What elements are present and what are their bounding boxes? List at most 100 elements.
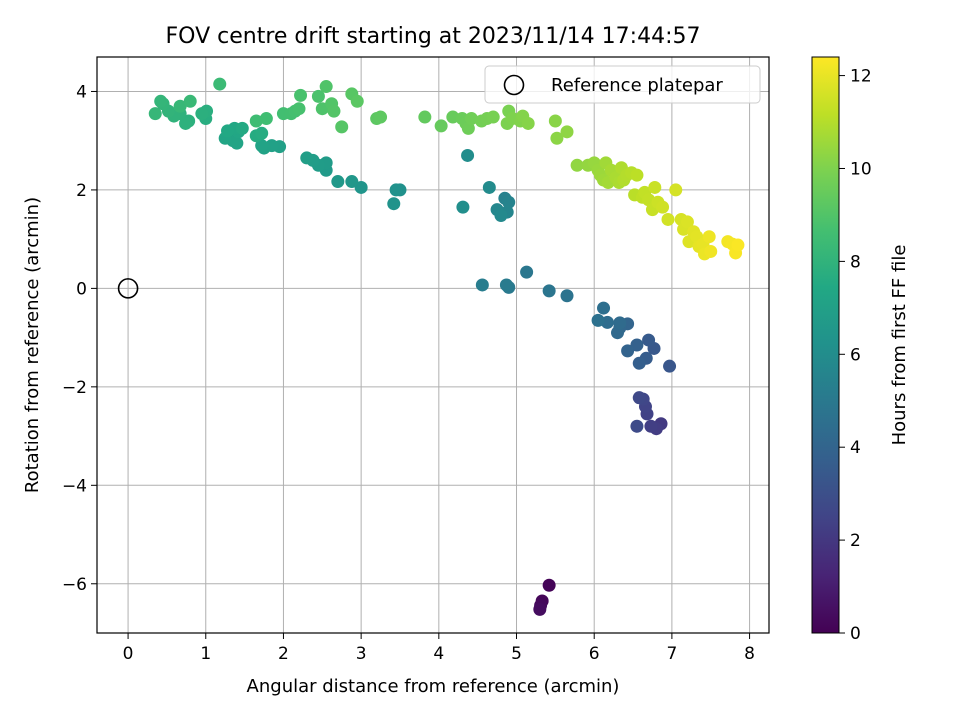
scatter-point bbox=[520, 265, 534, 279]
scatter-point bbox=[632, 356, 646, 370]
y-axis-label: Rotation from reference (arcmin) bbox=[22, 197, 43, 493]
scatter-point bbox=[502, 195, 516, 209]
scatter-point bbox=[542, 284, 556, 298]
scatter-point bbox=[148, 107, 162, 121]
scatter-point bbox=[255, 126, 269, 140]
scatter-point bbox=[597, 301, 611, 315]
scatter-point bbox=[345, 175, 359, 189]
scatter-point bbox=[183, 94, 197, 108]
scatter-point bbox=[456, 200, 470, 214]
scatter-point bbox=[461, 148, 475, 162]
colorbar-ticks: 0 2 4 6 8 10 12 bbox=[839, 67, 872, 644]
scatter-point bbox=[335, 120, 349, 134]
x-axis-ticks: 0 1 2 3 4 5 6 7 8 bbox=[123, 633, 755, 664]
scatter-point bbox=[418, 110, 432, 124]
scatter-point bbox=[548, 114, 562, 128]
scatter-point bbox=[195, 107, 209, 121]
scatter-point bbox=[255, 139, 269, 153]
y-tick-label: 4 bbox=[76, 82, 87, 102]
x-axis-label: Angular distance from reference (arcmin) bbox=[247, 676, 620, 697]
scatter-point bbox=[704, 244, 718, 258]
scatter-point bbox=[702, 230, 716, 244]
scatter-point bbox=[154, 94, 168, 108]
scatter-point bbox=[221, 124, 235, 138]
scatter-point bbox=[434, 119, 448, 133]
scatter-point bbox=[648, 180, 662, 194]
scatter-point bbox=[661, 212, 675, 226]
scatter-point bbox=[630, 168, 644, 182]
legend-label: Reference platepar bbox=[551, 75, 723, 96]
scatter-point bbox=[461, 121, 475, 135]
scatter-point bbox=[656, 200, 670, 214]
colorbar-tick-label: 2 bbox=[850, 531, 861, 551]
scatter-point bbox=[486, 110, 500, 124]
x-tick-label: 4 bbox=[433, 644, 444, 664]
colorbar-tick-label: 10 bbox=[850, 159, 872, 179]
scatter-point bbox=[570, 158, 584, 172]
scatter-point bbox=[680, 215, 694, 229]
x-tick-label: 7 bbox=[666, 644, 677, 664]
x-tick-label: 0 bbox=[123, 644, 134, 664]
colorbar-tick-label: 6 bbox=[850, 345, 861, 365]
colorbar-label: Hours from first FF file bbox=[889, 245, 910, 446]
scatter-point bbox=[642, 333, 656, 347]
scatter-point bbox=[213, 77, 227, 91]
plot-frame bbox=[96, 56, 770, 634]
x-tick-label: 2 bbox=[278, 644, 289, 664]
scatter-point bbox=[591, 313, 605, 327]
scatter-point bbox=[173, 99, 187, 113]
x-tick-label: 8 bbox=[744, 644, 755, 664]
legend-box bbox=[484, 65, 761, 104]
colorbar-tick-label: 0 bbox=[850, 624, 861, 644]
scatter-point bbox=[294, 88, 308, 102]
scatter-point bbox=[482, 180, 496, 194]
scatter-point bbox=[350, 94, 364, 108]
scatter-point bbox=[521, 116, 535, 130]
scatter-point bbox=[387, 197, 401, 211]
scatter-point bbox=[389, 183, 403, 197]
scatter-point bbox=[475, 278, 489, 292]
scatter-point bbox=[669, 183, 683, 197]
y-tick-label: 0 bbox=[76, 279, 87, 299]
reference-marker bbox=[117, 278, 139, 299]
legend-marker bbox=[503, 74, 525, 96]
scatter-point bbox=[249, 114, 263, 128]
scatter-point bbox=[300, 151, 314, 165]
scatter-point bbox=[533, 602, 547, 616]
y-tick-label: −6 bbox=[62, 575, 87, 595]
scatter-point bbox=[630, 419, 644, 433]
data-points bbox=[148, 77, 745, 616]
scatter-point bbox=[327, 104, 341, 118]
scatter-point bbox=[560, 125, 574, 139]
scatter-point bbox=[311, 89, 325, 103]
scatter-point bbox=[542, 578, 556, 592]
scatter-point bbox=[632, 391, 646, 405]
scatter-point bbox=[331, 175, 345, 189]
colorbar-tick-label: 8 bbox=[850, 252, 861, 272]
colorbar-tick-label: 12 bbox=[850, 67, 872, 87]
colorbar bbox=[811, 56, 840, 634]
y-axis-ticks: −6 −4 −2 0 2 4 bbox=[62, 82, 97, 595]
y-tick-label: −4 bbox=[62, 476, 87, 496]
scatter-point bbox=[731, 238, 745, 252]
colorbar-tick-label: 4 bbox=[850, 438, 861, 458]
scatter-point bbox=[259, 112, 273, 126]
x-tick-label: 6 bbox=[589, 644, 600, 664]
scatter-point bbox=[235, 121, 249, 135]
x-tick-label: 5 bbox=[511, 644, 522, 664]
scatter-point bbox=[644, 419, 658, 433]
scatter-point bbox=[292, 102, 306, 116]
scatter-point bbox=[319, 80, 333, 94]
scatter-point bbox=[630, 338, 644, 352]
grid-lines bbox=[97, 57, 769, 633]
legend: Reference platepar bbox=[484, 65, 761, 104]
scatter-point bbox=[494, 209, 508, 223]
scatter-point bbox=[560, 289, 574, 303]
scatter-point bbox=[611, 326, 625, 340]
scatter-point bbox=[464, 112, 478, 126]
x-tick-label: 1 bbox=[200, 644, 211, 664]
chart-title: FOV centre drift starting at 2023/11/14 … bbox=[166, 24, 701, 49]
y-tick-label: −2 bbox=[62, 378, 87, 398]
x-tick-label: 3 bbox=[356, 644, 367, 664]
